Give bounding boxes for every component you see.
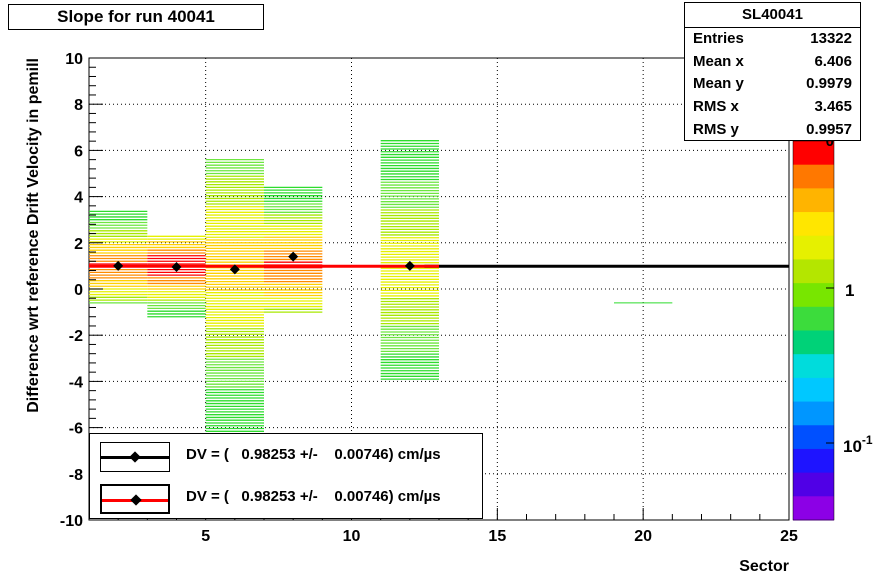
legend-label-black: DV = ( 0.98253 +/- 0.00746) cm/µs <box>186 446 441 463</box>
stats-name: SL40041 <box>685 3 860 28</box>
stats-row-rms-y: RMS y 0.9957 <box>693 120 852 138</box>
palette-swatch <box>793 472 834 497</box>
x-tick-label: 20 <box>634 528 652 545</box>
legend-marker-black <box>100 442 170 472</box>
legend-entry-black: DV = ( 0.98253 +/- 0.00746) cm/µs <box>90 438 482 476</box>
legend-label-red: DV = ( 0.98253 +/- 0.00746) cm/µs <box>186 488 441 505</box>
stats-row-mean-y: Mean y 0.9979 <box>693 75 852 93</box>
palette-swatch <box>793 164 834 189</box>
y-tick-label: -2 <box>69 328 83 345</box>
y-tick-label: -4 <box>69 374 83 391</box>
stats-row-rms-x: RMS x 3.465 <box>693 98 852 116</box>
palette-swatch <box>793 283 834 308</box>
y-tick-label: 6 <box>74 143 83 160</box>
palette-swatch <box>793 141 834 166</box>
y-tick-label: -6 <box>69 421 83 438</box>
y-tick-label: 4 <box>74 190 83 207</box>
y-tick-label: -8 <box>69 467 83 484</box>
y-tick-label: 8 <box>74 97 83 114</box>
stats-row-mean-x: Mean x 6.406 <box>693 52 852 70</box>
palette-label-1: 1 <box>845 281 854 300</box>
palette-swatch <box>793 377 834 403</box>
stats-row-entries: Entries 13322 <box>693 30 852 47</box>
palette-swatch <box>793 188 834 213</box>
x-tick-label: 10 <box>343 528 361 545</box>
data-point <box>171 262 182 273</box>
palette-swatch <box>793 330 834 355</box>
legend: DV = ( 0.98253 +/- 0.00746) cm/µs DV = (… <box>89 433 483 519</box>
palette-label-0.1: 10-1 <box>843 433 873 456</box>
y-tick-label: 2 <box>74 236 83 253</box>
legend-entry-red: DV = ( 0.98253 +/- 0.00746) cm/µs <box>90 480 482 518</box>
data-point <box>288 251 299 262</box>
palette-frame <box>792 140 835 521</box>
legend-marker-red <box>100 484 170 514</box>
x-tick-label: 25 <box>780 528 798 545</box>
palette-swatch <box>793 401 834 426</box>
palette-swatch <box>793 425 834 450</box>
x-tick-label: 5 <box>201 528 210 545</box>
data-point <box>113 260 124 271</box>
palette-swatch <box>793 496 834 521</box>
x-axis-label: Sector <box>739 558 789 575</box>
y-tick-label: 10 <box>65 51 83 68</box>
y-axis-label: Difference wrt reference Drift Velocity … <box>25 58 42 413</box>
data-point <box>404 260 415 271</box>
palette-swatch <box>793 259 834 284</box>
palette-swatch <box>793 306 834 331</box>
chart-title: Slope for run 40041 <box>8 4 264 30</box>
x-tick-label: 15 <box>488 528 506 545</box>
data-point <box>229 264 240 275</box>
palette-swatch <box>793 354 834 379</box>
palette-swatch <box>793 448 834 474</box>
y-tick-label: 0 <box>74 282 83 299</box>
y-tick-label: -10 <box>60 513 83 530</box>
palette-swatch <box>793 212 834 237</box>
palette-label-top-clipped: 0 <box>826 133 834 150</box>
palette-swatch <box>793 235 834 260</box>
